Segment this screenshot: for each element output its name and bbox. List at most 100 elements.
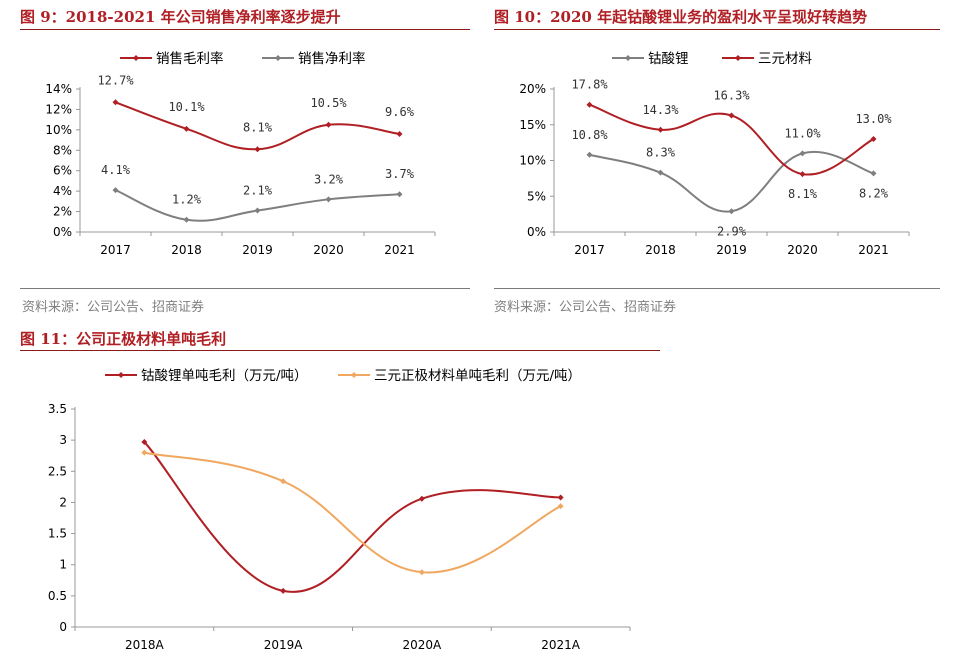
data-point — [728, 112, 735, 119]
x-tick-label: 2019 — [242, 243, 273, 257]
legend-label: 销售毛利率 — [156, 50, 224, 67]
y-tick-label: 5% — [527, 189, 546, 203]
y-tick-label: 3 — [59, 433, 67, 447]
data-label: 8.1% — [243, 120, 273, 134]
y-tick-label: 8% — [53, 143, 72, 157]
data-point — [141, 439, 148, 446]
x-tick-label: 2021 — [858, 243, 889, 257]
fig10-bottom-rule — [494, 288, 940, 289]
data-label: 9.6% — [385, 105, 415, 119]
legend-label: 钴酸锂单吨毛利（万元/吨） — [141, 368, 308, 384]
data-point — [254, 207, 261, 214]
data-label: 10.1% — [168, 100, 205, 114]
data-point — [418, 569, 425, 576]
x-tick-label: 2020A — [403, 638, 443, 652]
y-tick-label: 15% — [519, 118, 546, 132]
x-tick-label: 2020 — [787, 243, 818, 257]
legend-swatch-marker — [275, 55, 281, 61]
data-point — [870, 170, 877, 177]
x-tick-label: 2017 — [574, 243, 605, 257]
data-point — [799, 171, 806, 178]
fig11-title-rule — [20, 350, 660, 351]
data-point — [586, 101, 593, 108]
x-tick-label: 2021 — [384, 243, 415, 257]
fig9-bottom-rule — [20, 288, 470, 289]
y-tick-label: 1 — [59, 558, 67, 572]
legend-swatch-marker — [133, 55, 139, 61]
y-tick-label: 4% — [53, 184, 72, 198]
x-tick-label: 2021A — [541, 638, 581, 652]
y-tick-label: 0% — [53, 225, 72, 239]
x-tick-label: 2019 — [716, 243, 747, 257]
x-tick-label: 2018A — [125, 638, 165, 652]
data-point — [657, 169, 664, 176]
data-label: 2.1% — [243, 184, 273, 198]
data-point — [280, 478, 287, 485]
data-point — [183, 125, 190, 132]
data-point — [325, 196, 332, 203]
data-point — [870, 136, 877, 143]
data-label: 3.2% — [314, 172, 344, 186]
legend-swatch-marker — [735, 55, 741, 61]
data-point — [396, 191, 403, 198]
x-tick-label: 2017 — [100, 243, 131, 257]
fig11-title: 图 11：公司正极材料单吨毛利 — [20, 330, 227, 348]
data-point — [557, 503, 564, 510]
series-line-1 — [144, 451, 562, 574]
fig10-source: 资料来源：公司公告、招商证券 — [494, 300, 677, 315]
data-point — [418, 495, 425, 502]
y-tick-label: 2.5 — [48, 464, 67, 478]
y-tick-label: 10% — [45, 123, 72, 137]
y-tick-label: 1.5 — [48, 527, 67, 541]
x-tick-label: 2020 — [313, 243, 344, 257]
fig9-title: 图 9：2018-2021 年公司销售净利率逐步提升 — [20, 8, 341, 26]
y-tick-label: 2 — [59, 495, 67, 509]
chart-fig11: 0 0.5 1 1.5 2 2.5 3 3.5 2018A 2019A 2020A 2021A 钴酸锂单… — [48, 368, 631, 652]
data-point — [325, 121, 332, 128]
data-point — [586, 151, 593, 158]
y-tick-label: 0 — [59, 620, 67, 634]
legend-swatch-marker — [625, 55, 631, 61]
data-point — [254, 146, 261, 153]
series-line-0 — [143, 441, 561, 593]
fig10-title: 图 10：2020 年起钴酸锂业务的盈利水平呈现好转趋势 — [494, 8, 868, 26]
data-point — [183, 216, 190, 223]
legend-label: 钴酸锂 — [648, 51, 689, 67]
data-point — [280, 587, 287, 594]
data-point — [112, 99, 119, 106]
fig9-title-rule — [20, 29, 470, 30]
data-point — [141, 449, 148, 456]
y-tick-label: 2% — [53, 205, 72, 219]
data-label: 3.7% — [385, 167, 415, 181]
data-point — [396, 130, 403, 137]
data-label: 13.0% — [855, 112, 892, 126]
chart-fig10: 0% 5% 10% 15% 20% 2017 2018 2019 2020 2021 10.8% 8.… — [519, 51, 910, 257]
data-label: 8.2% — [859, 186, 889, 200]
y-tick-label: 0% — [527, 225, 546, 239]
data-label: 12.7% — [97, 73, 134, 87]
legend-swatch-marker — [351, 372, 357, 378]
data-label: 8.3% — [646, 146, 676, 160]
fig9-source: 资料来源：公司公告、招商证券 — [22, 300, 205, 315]
data-point — [657, 126, 664, 133]
y-tick-label: 12% — [45, 102, 72, 116]
y-tick-label: 14% — [45, 82, 72, 96]
data-label: 11.0% — [784, 126, 821, 140]
data-point — [728, 208, 735, 215]
legend-label: 三元正极材料单吨毛利（万元/吨） — [374, 368, 581, 384]
data-label: 10.8% — [571, 128, 608, 142]
data-label: 4.1% — [101, 163, 131, 177]
y-tick-label: 20% — [519, 82, 546, 96]
legend-label: 三元材料 — [758, 51, 812, 67]
x-tick-label: 2018 — [171, 243, 202, 257]
data-label: 14.3% — [642, 103, 679, 117]
data-label: 10.5% — [310, 96, 347, 110]
data-point — [557, 494, 564, 501]
data-point — [799, 150, 806, 157]
data-point — [112, 187, 119, 194]
y-tick-label: 6% — [53, 164, 72, 178]
data-label: 16.3% — [713, 88, 750, 102]
data-label: 1.2% — [172, 193, 202, 207]
fig10-title-rule — [494, 29, 940, 30]
data-label: 17.8% — [571, 78, 608, 92]
